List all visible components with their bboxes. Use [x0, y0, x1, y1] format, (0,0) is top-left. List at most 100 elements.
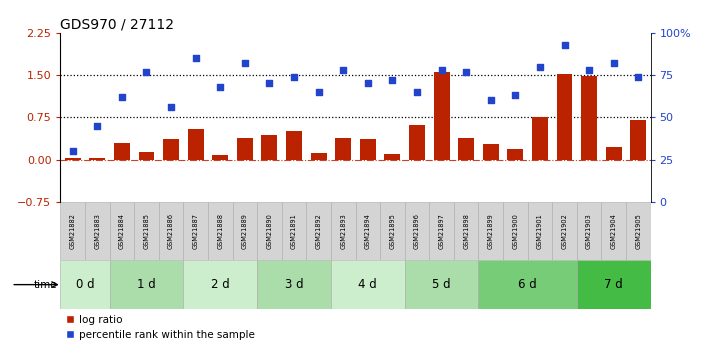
Point — [362, 81, 373, 86]
Text: 2 d: 2 d — [211, 278, 230, 291]
FancyBboxPatch shape — [552, 202, 577, 260]
FancyBboxPatch shape — [454, 202, 479, 260]
Text: 6 d: 6 d — [518, 278, 537, 291]
Point — [633, 74, 644, 79]
Bar — [65, 158, 81, 159]
FancyBboxPatch shape — [429, 202, 454, 260]
FancyBboxPatch shape — [60, 202, 85, 260]
Point — [534, 64, 545, 69]
Bar — [311, 153, 326, 159]
Text: 7 d: 7 d — [604, 278, 623, 291]
FancyBboxPatch shape — [183, 260, 257, 309]
Bar — [213, 155, 228, 159]
Bar — [409, 125, 425, 159]
Text: GSM21903: GSM21903 — [586, 213, 592, 249]
FancyBboxPatch shape — [479, 202, 503, 260]
Point — [338, 67, 349, 73]
Text: GSM21897: GSM21897 — [439, 213, 444, 249]
Text: GSM21894: GSM21894 — [365, 213, 371, 249]
Point — [116, 94, 127, 100]
Bar — [163, 139, 179, 159]
Bar — [434, 72, 449, 159]
FancyBboxPatch shape — [109, 260, 183, 309]
FancyBboxPatch shape — [159, 202, 183, 260]
Point — [510, 92, 521, 98]
FancyBboxPatch shape — [577, 202, 602, 260]
FancyBboxPatch shape — [134, 202, 159, 260]
Point — [436, 67, 447, 73]
Point — [166, 105, 177, 110]
FancyBboxPatch shape — [577, 260, 651, 309]
Point — [141, 69, 152, 75]
Point — [411, 89, 422, 95]
Bar — [557, 74, 572, 159]
Text: 3 d: 3 d — [284, 278, 304, 291]
Text: GSM21887: GSM21887 — [193, 213, 198, 249]
Point — [289, 74, 300, 79]
Point — [67, 148, 78, 154]
Point — [190, 55, 201, 61]
Point — [92, 123, 103, 128]
Bar — [483, 144, 498, 159]
Text: GSM21891: GSM21891 — [291, 213, 297, 249]
Text: GSM21898: GSM21898 — [463, 213, 469, 249]
FancyBboxPatch shape — [602, 202, 626, 260]
Bar — [335, 138, 351, 159]
Text: 0 d: 0 d — [75, 278, 95, 291]
Point — [584, 67, 595, 73]
Bar — [508, 149, 523, 159]
Text: GSM21899: GSM21899 — [488, 213, 493, 249]
Text: GDS970 / 27112: GDS970 / 27112 — [60, 18, 174, 32]
Text: 5 d: 5 d — [432, 278, 451, 291]
FancyBboxPatch shape — [331, 260, 405, 309]
Point — [313, 89, 324, 95]
FancyBboxPatch shape — [405, 260, 479, 309]
FancyBboxPatch shape — [331, 202, 356, 260]
Text: GSM21893: GSM21893 — [340, 213, 346, 249]
FancyBboxPatch shape — [109, 202, 134, 260]
Text: GSM21901: GSM21901 — [537, 213, 543, 249]
Text: GSM21882: GSM21882 — [70, 213, 76, 249]
Bar — [581, 76, 597, 159]
FancyBboxPatch shape — [626, 202, 651, 260]
Text: 1 d: 1 d — [137, 278, 156, 291]
Text: GSM21904: GSM21904 — [611, 213, 616, 249]
Text: GSM21885: GSM21885 — [144, 213, 149, 249]
Bar — [630, 120, 646, 159]
FancyBboxPatch shape — [356, 202, 380, 260]
FancyBboxPatch shape — [208, 202, 232, 260]
Bar — [114, 143, 130, 159]
Bar — [532, 117, 548, 159]
Text: GSM21895: GSM21895 — [390, 213, 395, 249]
Text: GSM21900: GSM21900 — [513, 213, 518, 249]
FancyBboxPatch shape — [183, 202, 208, 260]
Bar — [90, 158, 105, 159]
Bar — [139, 152, 154, 159]
Point — [264, 81, 275, 86]
Point — [559, 42, 570, 47]
Point — [215, 84, 226, 90]
Point — [485, 98, 496, 103]
FancyBboxPatch shape — [232, 202, 257, 260]
Text: GSM21883: GSM21883 — [95, 213, 100, 249]
Text: 4 d: 4 d — [358, 278, 377, 291]
Bar — [262, 135, 277, 159]
Text: GSM21896: GSM21896 — [414, 213, 420, 249]
FancyBboxPatch shape — [528, 202, 552, 260]
Text: GSM21892: GSM21892 — [316, 213, 321, 249]
Text: GSM21902: GSM21902 — [562, 213, 567, 249]
FancyBboxPatch shape — [60, 260, 109, 309]
FancyBboxPatch shape — [479, 260, 577, 309]
Bar — [237, 138, 253, 159]
Bar — [606, 147, 621, 159]
Text: time: time — [33, 280, 57, 289]
Point — [239, 60, 250, 66]
Bar — [458, 138, 474, 159]
FancyBboxPatch shape — [306, 202, 331, 260]
FancyBboxPatch shape — [282, 202, 306, 260]
Text: GSM21889: GSM21889 — [242, 213, 248, 249]
Point — [387, 77, 398, 83]
Text: GSM21888: GSM21888 — [218, 213, 223, 249]
Bar — [286, 131, 302, 159]
FancyBboxPatch shape — [405, 202, 429, 260]
